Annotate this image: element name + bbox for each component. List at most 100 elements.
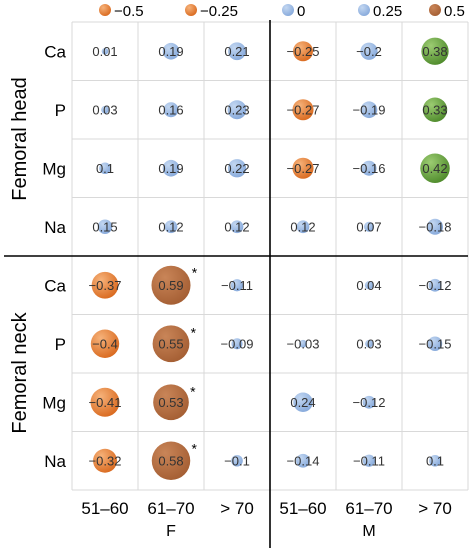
cell-value-label: 0.55 — [158, 336, 183, 351]
legend-swatch — [358, 4, 370, 16]
cell-value-label: −0.41 — [89, 395, 122, 410]
cell-value-label: 0.07 — [356, 219, 381, 234]
cell-value-label: 0.22 — [224, 161, 249, 176]
bubble — [90, 387, 120, 417]
cell-value-label: −0.27 — [287, 102, 320, 117]
bubbles — [90, 37, 450, 480]
cell-value-label: −0.11 — [353, 453, 385, 468]
cell-value-label: 0.03 — [356, 336, 381, 351]
bubble — [293, 41, 313, 62]
column-group-label: M — [362, 523, 375, 540]
cell-value-label: −0.2 — [356, 44, 382, 59]
bubble — [152, 325, 190, 363]
cell-value-label: −0.25 — [287, 44, 320, 59]
legend-label: −0.25 — [200, 3, 238, 20]
bubble — [230, 220, 244, 234]
bubble — [227, 100, 247, 120]
bubble — [164, 220, 178, 234]
bubble — [292, 99, 314, 121]
legend-swatch — [99, 4, 111, 16]
cell-value-label: 0.12 — [290, 219, 315, 234]
row-label: P — [55, 101, 66, 120]
legend-label: 0.5 — [444, 3, 465, 20]
cell-value-label: −0.12 — [353, 395, 386, 410]
bubble — [99, 162, 111, 175]
cell-value-label: 0.03 — [92, 102, 117, 117]
bubble — [101, 47, 109, 55]
cell-value-label: 0.21 — [224, 44, 249, 59]
bubble — [162, 42, 180, 60]
significance-marker: * — [190, 383, 196, 399]
significance-marker: * — [192, 265, 198, 281]
bubble — [97, 219, 113, 234]
bubble — [364, 281, 374, 290]
row-label: Na — [44, 452, 66, 471]
bubble — [426, 218, 444, 235]
cell-value-label: 0.1 — [96, 161, 114, 176]
bubble — [296, 453, 310, 468]
bubble — [231, 454, 243, 467]
column-label: 61–70 — [345, 499, 392, 518]
cell-value-label: 0.53 — [158, 395, 183, 410]
column-label: > 70 — [418, 499, 452, 518]
cell-value-label: −0.4 — [92, 336, 118, 351]
cell-value-label: −0.19 — [353, 102, 386, 117]
bubble — [162, 159, 180, 177]
significance-marker: * — [191, 324, 197, 340]
bubble — [420, 153, 450, 184]
legend-label: 0.25 — [373, 3, 402, 20]
cell-value-label: 0.12 — [158, 219, 183, 234]
bubble — [91, 271, 119, 299]
row-label: Na — [44, 218, 66, 237]
cell-value-label: 0.33 — [422, 102, 447, 117]
cell-value-label: 0.58 — [158, 453, 183, 468]
bubble — [227, 159, 247, 178]
column-label: 61–70 — [147, 499, 194, 518]
bubble — [428, 278, 442, 292]
cell-value-label: 0.1 — [426, 453, 444, 468]
row-label: Mg — [42, 159, 66, 178]
cell-value-label: 0.42 — [422, 161, 447, 176]
cell-value-label: −0.27 — [287, 161, 320, 176]
column-group-label: F — [166, 523, 176, 540]
cell-value-label: −0.16 — [353, 161, 386, 176]
legend-swatch — [429, 4, 441, 16]
bubble — [151, 441, 191, 480]
bubble — [361, 160, 377, 176]
column-label: 51–60 — [81, 499, 128, 518]
bubble — [101, 105, 109, 114]
row-label: Ca — [44, 42, 66, 61]
bubble — [299, 339, 307, 348]
cell-value-label: −0.32 — [89, 453, 122, 468]
row-label: Ca — [44, 276, 66, 295]
cell-value-label: 0.16 — [158, 102, 183, 117]
legend-swatch — [185, 4, 197, 16]
cell-value-label: 0.23 — [224, 102, 249, 117]
cell-value-label: 0.38 — [422, 44, 447, 59]
cell-value-label: −0.09 — [221, 336, 254, 351]
bubble — [365, 339, 373, 348]
cell-value-label: 0.04 — [356, 278, 381, 293]
cell-value-label: 0.19 — [158, 44, 183, 59]
cell-value-label: 0.15 — [92, 219, 117, 234]
cell-value-label: 0.59 — [158, 278, 183, 293]
bubble — [293, 392, 313, 412]
row-group-label: Femoral neck — [9, 311, 31, 433]
bubble — [427, 336, 443, 351]
bubble — [362, 395, 376, 409]
bubble — [422, 97, 448, 122]
column-label: 51–60 — [279, 499, 326, 518]
cell-value-label: 0.24 — [290, 395, 315, 410]
legend-label: −0.5 — [114, 3, 144, 20]
significance-marker: * — [192, 441, 198, 457]
cell-value-label: −0.14 — [287, 453, 320, 468]
cell-value-label: 0.12 — [224, 219, 249, 234]
cell-value-label: −0.1 — [224, 453, 250, 468]
cell-value-label: −0.12 — [419, 278, 452, 293]
bubble — [292, 157, 314, 179]
axes: Ca P Mg Na Femoral head Ca P Mg Na Femoral neck 51… — [4, 20, 468, 548]
row-label: Mg — [42, 393, 66, 412]
row-label: P — [55, 335, 66, 354]
cell-value-label: −0.18 — [419, 219, 452, 234]
